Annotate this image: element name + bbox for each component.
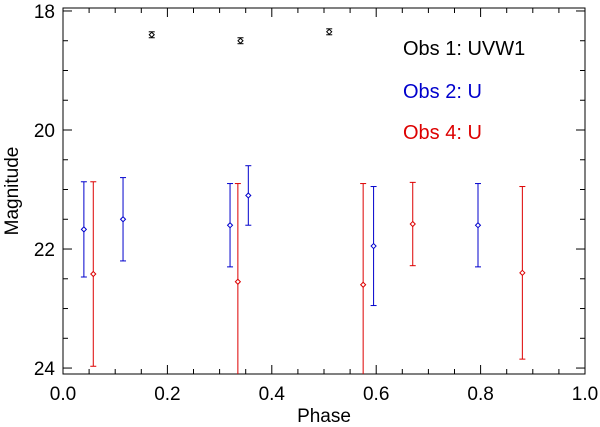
legend-entry: Obs 4: U <box>403 122 482 144</box>
data-point <box>119 216 127 223</box>
y-axis-label: Magnitude <box>2 147 23 236</box>
data-point <box>474 222 482 229</box>
data-point <box>226 222 234 229</box>
x-tick-label: 0.6 <box>363 384 389 405</box>
y-axis-ticks: 18 20 22 24 <box>34 2 585 380</box>
data-point <box>80 226 88 233</box>
data-marks <box>80 28 526 374</box>
y-tick-label: 24 <box>34 359 56 380</box>
y-tick-label: 22 <box>34 240 55 261</box>
x-tick-label: 1.0 <box>572 384 598 405</box>
data-point <box>234 278 242 285</box>
legend-entry: Obs 2: U <box>403 81 482 103</box>
y-tick-label: 20 <box>34 121 55 142</box>
x-tick-label: 0.2 <box>154 384 180 405</box>
data-point <box>148 31 155 38</box>
data-point <box>326 28 333 36</box>
y-tick-label: 18 <box>34 2 55 23</box>
x-tick-label: 0.4 <box>259 384 286 405</box>
x-tick-label: 0.0 <box>50 384 76 405</box>
x-axis-label: Phase <box>297 406 351 427</box>
data-point <box>370 242 377 250</box>
data-point <box>245 192 252 199</box>
data-point <box>90 270 97 278</box>
data-point <box>237 37 244 44</box>
data-point <box>409 220 416 228</box>
data-point <box>359 281 367 288</box>
legend-entry: Obs 1: UVW1 <box>403 38 525 60</box>
plot-frame <box>62 7 586 375</box>
x-axis-ticks: 0.0 0.2 0.4 0.6 0.8 1.0 <box>50 8 598 405</box>
data-point <box>519 269 526 277</box>
legend: Obs 1: UVW1 Obs 2: U Obs 4: U <box>403 38 525 144</box>
x-tick-label: 0.8 <box>467 384 493 405</box>
